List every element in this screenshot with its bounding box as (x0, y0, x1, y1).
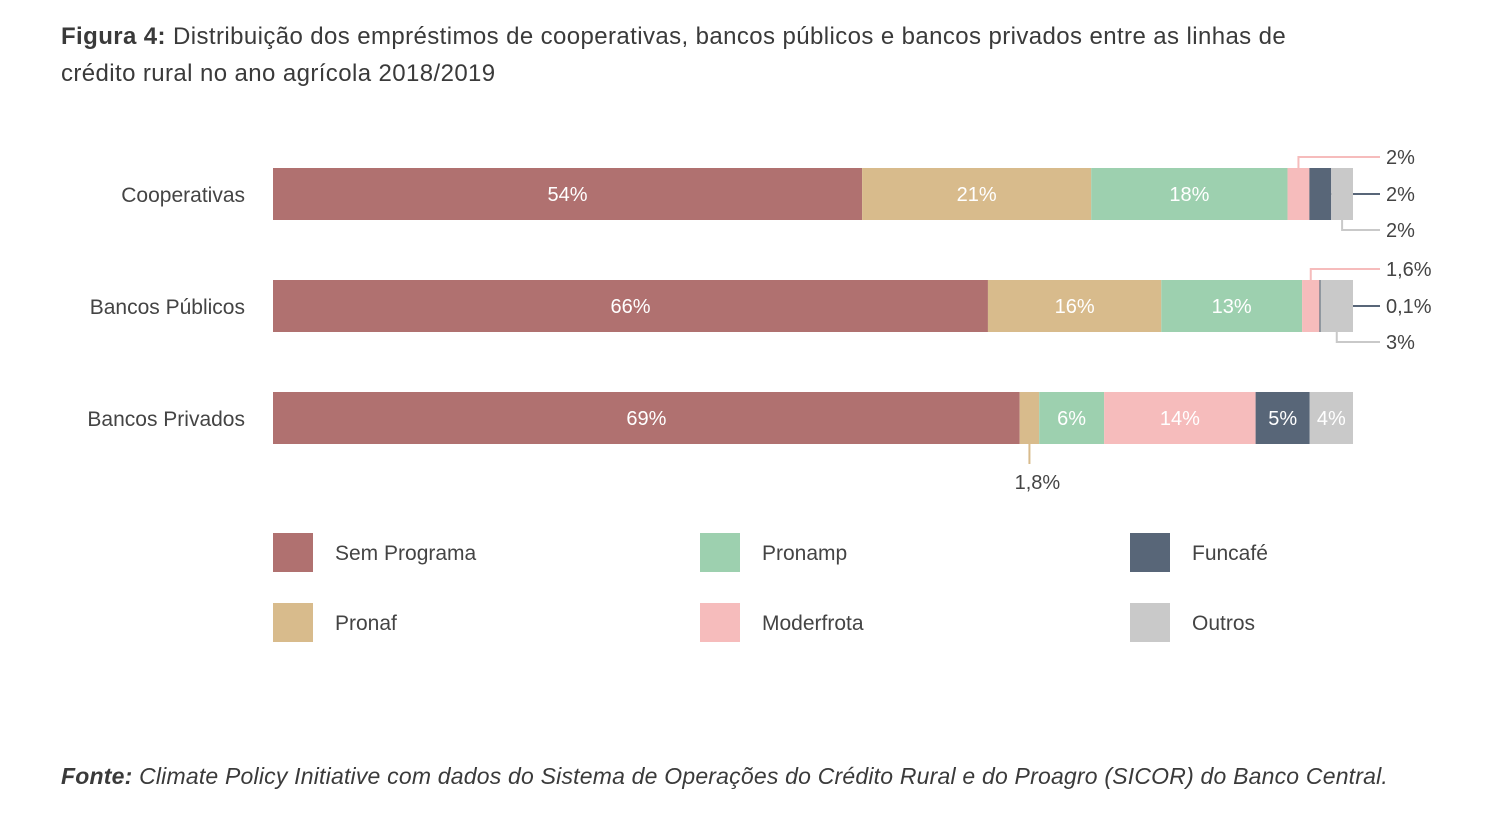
bar-segment-bancos-privados-pronaf (1019, 392, 1040, 444)
figure-title: Distribuição dos empréstimos de cooperat… (61, 23, 1287, 87)
legend-label-sem-programa: Sem Programa (335, 542, 477, 565)
data-label-cooperativas-outros: 2% (1386, 220, 1415, 242)
data-label-bancos-privados-pronamp: 6% (1057, 408, 1086, 430)
data-label-cooperativas-funcafe: 2% (1386, 184, 1415, 206)
figure-source: Fonte: Climate Policy Initiative com dad… (61, 763, 1461, 790)
legend-label-pronaf: Pronaf (335, 612, 397, 635)
bar-segment-bancos-privados-moderfrota (1104, 392, 1256, 444)
figure-caption: Figura 4: Distribuição dos empréstimos d… (61, 18, 1361, 92)
legend-label-moderfrota: Moderfrota (762, 612, 864, 635)
bar-segment-bancos-publicos-sem-programa (273, 280, 988, 332)
data-label-bancos-publicos-funcafe: 0,1% (1386, 296, 1432, 318)
bar-segment-bancos-publicos-pronamp (1161, 280, 1303, 332)
bar-segment-cooperativas-pronamp (1091, 168, 1288, 220)
bar-segment-cooperativas-outros (1331, 168, 1353, 220)
data-label-cooperativas-sem-programa: 54% (548, 184, 588, 206)
figure-label: Figura 4: (61, 23, 166, 50)
callout-line-bancos-publicos-moderfrota (1309, 268, 1380, 280)
data-label-bancos-privados-moderfrota: 14% (1160, 408, 1200, 430)
bar-segment-cooperativas-moderfrota (1287, 168, 1310, 220)
bar-segment-bancos-publicos-moderfrota (1302, 280, 1320, 332)
source-label: Fonte: (61, 763, 133, 789)
category-label-bancos-publicos: Bancos Públicos (90, 296, 245, 319)
legend-swatch-funcafe (1130, 533, 1170, 572)
data-label-bancos-privados-outros: 4% (1317, 408, 1346, 430)
callout-line-cooperativas-outros (1341, 220, 1380, 231)
legend-swatch-moderfrota (700, 603, 740, 642)
data-label-bancos-privados-funcafe: 5% (1268, 408, 1297, 430)
data-label-bancos-publicos-pronamp: 13% (1212, 296, 1252, 318)
data-label-bancos-publicos-pronaf: 16% (1055, 296, 1095, 318)
legend-swatch-sem-programa (273, 533, 313, 572)
bar-segment-bancos-privados-sem-programa (273, 392, 1020, 444)
legend-label-outros: Outros (1192, 612, 1255, 635)
bar-segment-bancos-publicos-pronaf (987, 280, 1162, 332)
source-text: Climate Policy Initiative com dados do S… (139, 763, 1389, 789)
category-label-cooperativas: Cooperativas (121, 184, 245, 207)
callout-line-cooperativas-moderfrota (1297, 156, 1380, 168)
data-label-bancos-privados-pronaf: 1,8% (1015, 472, 1061, 494)
legend-swatch-pronamp (700, 533, 740, 572)
legend-label-pronamp: Pronamp (762, 542, 847, 565)
data-label-cooperativas-pronaf: 21% (957, 184, 997, 206)
callout-line-bancos-publicos-outros (1335, 332, 1380, 343)
legend-swatch-outros (1130, 603, 1170, 642)
bar-segment-bancos-publicos-outros (1320, 280, 1353, 332)
data-label-cooperativas-moderfrota: 2% (1386, 147, 1415, 169)
bar-segment-bancos-privados-outros (1309, 392, 1353, 444)
bar-segment-bancos-privados-funcafe (1255, 392, 1310, 444)
data-label-bancos-publicos-sem-programa: 66% (610, 296, 650, 318)
data-label-bancos-privados-sem-programa: 69% (626, 408, 666, 430)
category-label-bancos-privados: Bancos Privados (87, 408, 245, 431)
data-label-cooperativas-pronamp: 18% (1169, 184, 1209, 206)
legend-label-funcafe: Funcafé (1192, 542, 1268, 565)
data-label-bancos-publicos-moderfrota: 1,6% (1386, 259, 1432, 281)
bar-segment-bancos-privados-pronamp (1039, 392, 1105, 444)
data-label-bancos-publicos-outros: 3% (1386, 332, 1415, 354)
bar-segment-cooperativas-sem-programa (273, 168, 863, 220)
bar-segment-cooperativas-pronaf (862, 168, 1092, 220)
legend-swatch-pronaf (273, 603, 313, 642)
